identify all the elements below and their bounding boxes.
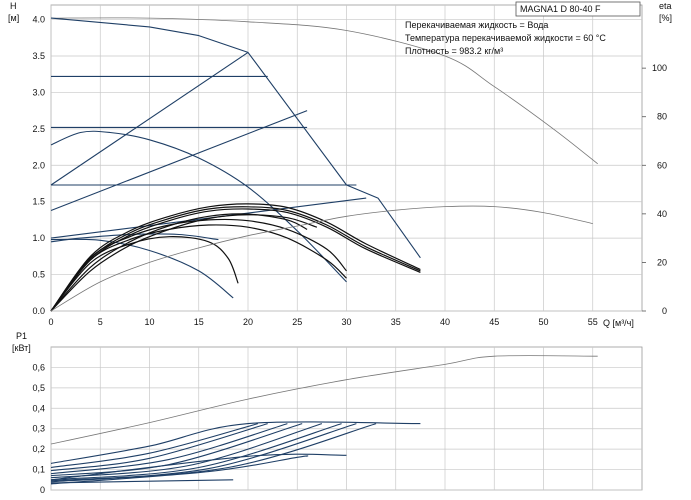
x-tick-label: 10	[144, 317, 154, 327]
eta-tick-label: 80	[657, 112, 667, 122]
y-tick-label-head: 2.5	[32, 124, 45, 134]
info-fluid: Перекачиваемая жидкость = Вода	[405, 20, 548, 30]
head-op-curve-17	[50, 213, 308, 312]
y-tick-label-power: 0	[40, 485, 45, 495]
power-power-curve-10	[50, 453, 347, 481]
x-tick-label: 55	[588, 317, 598, 327]
head-max-curve-0	[50, 17, 598, 165]
head-speed-curve-8	[50, 130, 347, 283]
eta-tick-label: 100	[652, 63, 667, 73]
y-tick-label-power: 0,1	[32, 465, 45, 475]
x-tick-label: 25	[292, 317, 302, 327]
power-ylabel-line1: P1	[16, 331, 27, 341]
head-xlabel: Q [м³/ч]	[603, 318, 634, 328]
y-tick-label-power: 0,5	[32, 383, 45, 393]
eta-tick-label: 20	[657, 257, 667, 267]
head-prop-curve-5	[50, 51, 249, 186]
grid-layer	[50, 4, 643, 491]
power-power-curve-11	[50, 479, 234, 484]
head-ylabel-line2: [м]	[8, 13, 19, 23]
y-tick-label-power: 0,2	[32, 444, 45, 454]
x-tick-label: 20	[243, 317, 253, 327]
head-prop-curve-6	[50, 110, 308, 212]
y-tick-label-head: 3.5	[32, 51, 45, 61]
y-tick-label-head: 4.0	[32, 15, 45, 25]
head-op-curve-14	[50, 218, 347, 312]
power-power-curve-7	[50, 423, 342, 481]
y-tick-label-power: 0,3	[32, 424, 45, 434]
x-tick-label: 45	[489, 317, 499, 327]
info-density: Плотность = 983.2 кг/м³	[405, 46, 503, 56]
power-power-curve-12	[50, 455, 309, 485]
power-ylabel-line2: [кВт]	[12, 343, 31, 353]
x-tick-label: 40	[440, 317, 450, 327]
tick-layer: 0 5 10 15 20 25 30 35 40 45 50 55 0.0 0.5 1.0 1.5 2.0 2.5…	[32, 15, 667, 495]
power-power-curve-9	[50, 423, 377, 483]
y-tick-label-head: 1.0	[32, 233, 45, 243]
power-max-power-0	[50, 355, 598, 445]
head-ylabel-line1: H	[10, 1, 17, 11]
y-tick-label-head: 1.5	[32, 197, 45, 207]
x-tick-label: 50	[538, 317, 548, 327]
head-op-curve-11	[50, 203, 421, 312]
y-tick-label-head: 3.0	[32, 87, 45, 97]
head-op-curve-16	[50, 236, 239, 312]
x-tick-label: 30	[341, 317, 351, 327]
power-power-curve-3	[50, 423, 268, 472]
eta-tick-label: 60	[657, 160, 667, 170]
title-box	[515, 1, 641, 17]
head-op-curve-13	[50, 208, 421, 312]
y-tick-label-head: 2.0	[32, 160, 45, 170]
y-tick-label-power: 0,6	[32, 362, 45, 372]
head-speed-curve-10	[50, 233, 219, 243]
eta-ylabel-line1: eta	[659, 1, 672, 11]
eta-tick-label: 40	[657, 209, 667, 219]
x-tick-label: 0	[48, 317, 53, 327]
head-op-curve-18	[50, 214, 318, 312]
eta-tick-label: 0	[662, 306, 667, 316]
power-power-curve-1	[50, 421, 421, 464]
info-temperature: Температура перекачиваемой жидкости = 60…	[405, 33, 606, 43]
y-tick-label-power: 0,4	[32, 403, 45, 413]
eta-ylabel-line2: [%]	[659, 13, 672, 23]
y-tick-label-head: 0.5	[32, 270, 45, 280]
head-speed-curve-9	[50, 238, 234, 299]
x-tick-label: 5	[98, 317, 103, 327]
series-layer	[50, 17, 598, 485]
power-power-curve-8	[50, 423, 357, 482]
x-tick-label: 15	[194, 317, 204, 327]
head-efficiency-19	[50, 205, 593, 312]
power-power-curve-2	[50, 423, 259, 469]
chart-title: MAGNA1 D 80-40 F	[520, 4, 601, 14]
power-power-curve-4	[50, 423, 288, 475]
x-tick-label: 35	[391, 317, 401, 327]
y-tick-label-head: 0.0	[32, 306, 45, 316]
head-op-curve-15	[50, 224, 347, 312]
